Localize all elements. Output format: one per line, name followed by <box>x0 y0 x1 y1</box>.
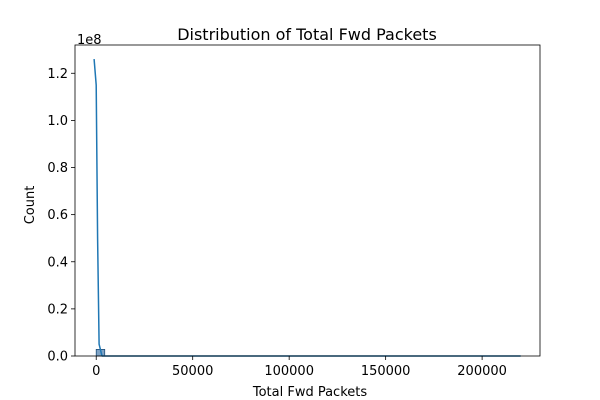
x-tick-label: 50000 <box>172 364 213 379</box>
plot-area: 0 50000 100000 150000 200000 0.0 0.2 0.4 0.6 0.8 1… <box>47 44 541 379</box>
x-tick-label: 200000 <box>457 364 507 379</box>
x-tick-label: 150000 <box>361 364 411 379</box>
y-tick-label: 0.2 <box>47 302 68 317</box>
y-tick-label: 0.8 <box>47 161 68 176</box>
chart-title: Distribution of Total Fwd Packets <box>177 25 437 44</box>
y-tick-label: 1.0 <box>47 114 68 129</box>
x-axis-label: Total Fwd Packets <box>252 385 368 400</box>
y-axis-offset-label: 1e8 <box>77 33 102 48</box>
y-tick-label: 0.6 <box>47 208 68 223</box>
axes-frame <box>74 44 541 357</box>
y-tick-label: 0.4 <box>47 255 68 270</box>
y-axis-label: Count <box>23 186 38 225</box>
y-tick-label: 0.0 <box>47 350 68 365</box>
x-tick-label: 0 <box>92 364 100 379</box>
x-tick-label: 100000 <box>264 364 314 379</box>
y-tick-label: 1.2 <box>47 67 68 82</box>
